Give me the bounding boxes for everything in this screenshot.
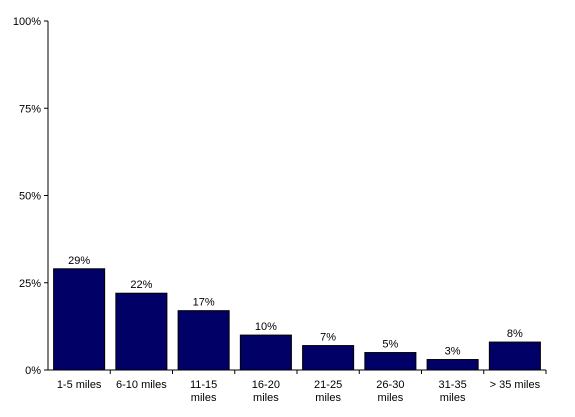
x-tick-label: miles — [315, 392, 341, 404]
data-label: 8% — [507, 328, 523, 340]
bar — [364, 352, 417, 371]
x-tick-label: 31-35 — [439, 379, 467, 391]
x-tick-label: 21-25 — [314, 379, 342, 391]
x-tick-label: miles — [253, 392, 279, 404]
bars — [53, 268, 541, 371]
bar — [177, 310, 230, 371]
data-label: 10% — [255, 321, 277, 333]
y-tick-label: 75% — [19, 103, 41, 115]
x-tick-label: 1-5 miles — [57, 379, 102, 391]
x-tick-label: 26-30 — [376, 379, 404, 391]
x-tick-label: > 35 miles — [490, 379, 541, 391]
x-tick-label: 16-20 — [252, 379, 280, 391]
x-tick-label: 6-10 miles — [116, 379, 167, 391]
bar — [115, 292, 168, 371]
y-tick-label: 25% — [19, 278, 41, 290]
x-tick-label: miles — [191, 392, 217, 404]
data-labels: 29% 22% 17% 10% 7% 5% 3% 8% — [68, 255, 523, 358]
y-tick-label: 50% — [19, 191, 41, 203]
bar — [53, 268, 106, 371]
y-axis: 0% 25% 50% 75% 100% — [13, 16, 49, 377]
bar — [239, 334, 292, 371]
x-tick-label: miles — [440, 392, 466, 404]
data-label: 17% — [193, 297, 215, 309]
data-label: 5% — [382, 339, 398, 351]
y-tick-label: 0% — [25, 365, 41, 377]
data-label: 3% — [445, 346, 461, 358]
data-label: 7% — [320, 332, 336, 344]
bar — [302, 345, 355, 371]
x-axis: 1-5 miles 6-10 miles 11-15miles16-20miles2… — [48, 369, 547, 404]
x-tick-label: 11-15 — [190, 379, 217, 391]
bar — [426, 359, 479, 371]
data-label: 29% — [68, 255, 90, 267]
bar — [488, 341, 541, 371]
y-tick-label: 100% — [13, 16, 41, 28]
x-tick-label: miles — [378, 392, 404, 404]
data-label: 22% — [130, 279, 152, 291]
